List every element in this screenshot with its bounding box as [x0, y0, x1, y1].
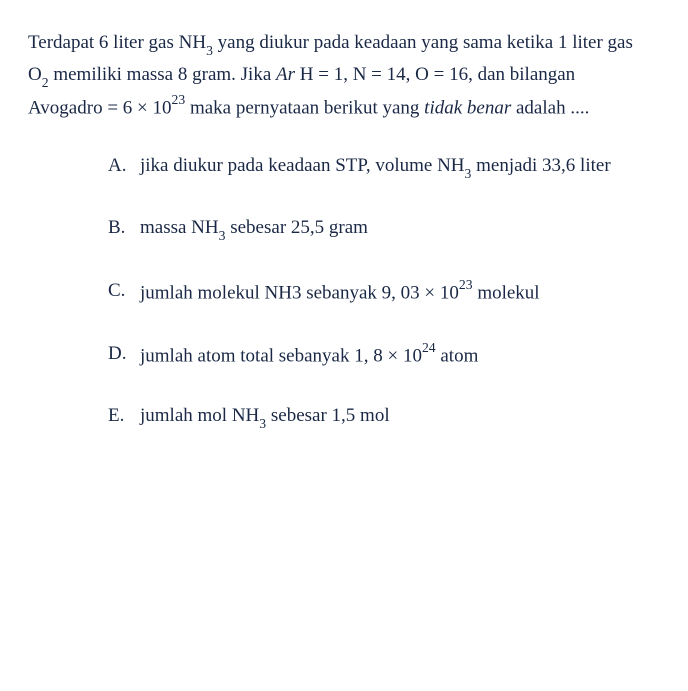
q-text-5: maka pernyataan berikut yang [185, 98, 424, 119]
options-list: A. jika diukur pada keadaan STP, volume … [28, 152, 648, 433]
option-text-d: jumlah atom total sebanyak 1, 8 × 1024 a… [140, 340, 648, 371]
option-text-b: massa NH3 sebesar 25,5 gram [140, 214, 648, 244]
option-text-c: jumlah molekul NH3 sebanyak 9, 03 × 1023… [140, 277, 648, 308]
opt-d-p2: atom [436, 345, 479, 366]
opt-a-p2: menjadi 33,6 liter [471, 155, 610, 176]
opt-e-sub1: 3 [259, 416, 266, 431]
option-a[interactable]: A. jika diukur pada keadaan STP, volume … [108, 152, 648, 182]
q-italic-2: tidak benar [424, 98, 511, 119]
option-b[interactable]: B. massa NH3 sebesar 25,5 gram [108, 214, 648, 244]
q-text-6: adalah .... [511, 98, 589, 119]
question-stem: Terdapat 6 liter gas NH3 yang diukur pad… [28, 28, 648, 124]
opt-b-p1: massa NH [140, 217, 219, 238]
option-letter-a: A. [108, 152, 140, 182]
q-sub-1: 3 [206, 43, 213, 58]
opt-c-sup1: 23 [459, 277, 473, 292]
q-sup-1: 23 [172, 92, 186, 107]
opt-d-sup1: 24 [422, 340, 436, 355]
q-text-1: Terdapat 6 liter gas NH [28, 32, 206, 53]
option-letter-b: B. [108, 214, 140, 244]
option-letter-e: E. [108, 402, 140, 432]
opt-c-p2: molekul [473, 282, 540, 303]
option-text-a: jika diukur pada keadaan STP, volume NH3… [140, 152, 648, 182]
q-italic-1: Ar [276, 64, 295, 85]
option-text-e: jumlah mol NH3 sebesar 1,5 mol [140, 402, 648, 432]
opt-e-p2: sebesar 1,5 mol [266, 405, 389, 426]
opt-a-sub1: 3 [465, 166, 472, 181]
opt-b-sub1: 3 [219, 228, 226, 243]
opt-b-p2: sebesar 25,5 gram [225, 217, 367, 238]
opt-c-p1: jumlah molekul NH3 sebanyak 9, 03 × 10 [140, 282, 459, 303]
option-d[interactable]: D. jumlah atom total sebanyak 1, 8 × 102… [108, 340, 648, 371]
option-e[interactable]: E. jumlah mol NH3 sebesar 1,5 mol [108, 402, 648, 432]
option-letter-c: C. [108, 277, 140, 308]
q-text-3: memiliki massa 8 gram. Jika [49, 64, 276, 85]
opt-e-p1: jumlah mol NH [140, 405, 259, 426]
option-letter-d: D. [108, 340, 140, 371]
q-sub-2: 2 [42, 75, 49, 90]
option-c[interactable]: C. jumlah molekul NH3 sebanyak 9, 03 × 1… [108, 277, 648, 308]
opt-a-p1: jika diukur pada keadaan STP, volume NH [140, 155, 465, 176]
opt-d-p1: jumlah atom total sebanyak 1, 8 × 10 [140, 345, 422, 366]
